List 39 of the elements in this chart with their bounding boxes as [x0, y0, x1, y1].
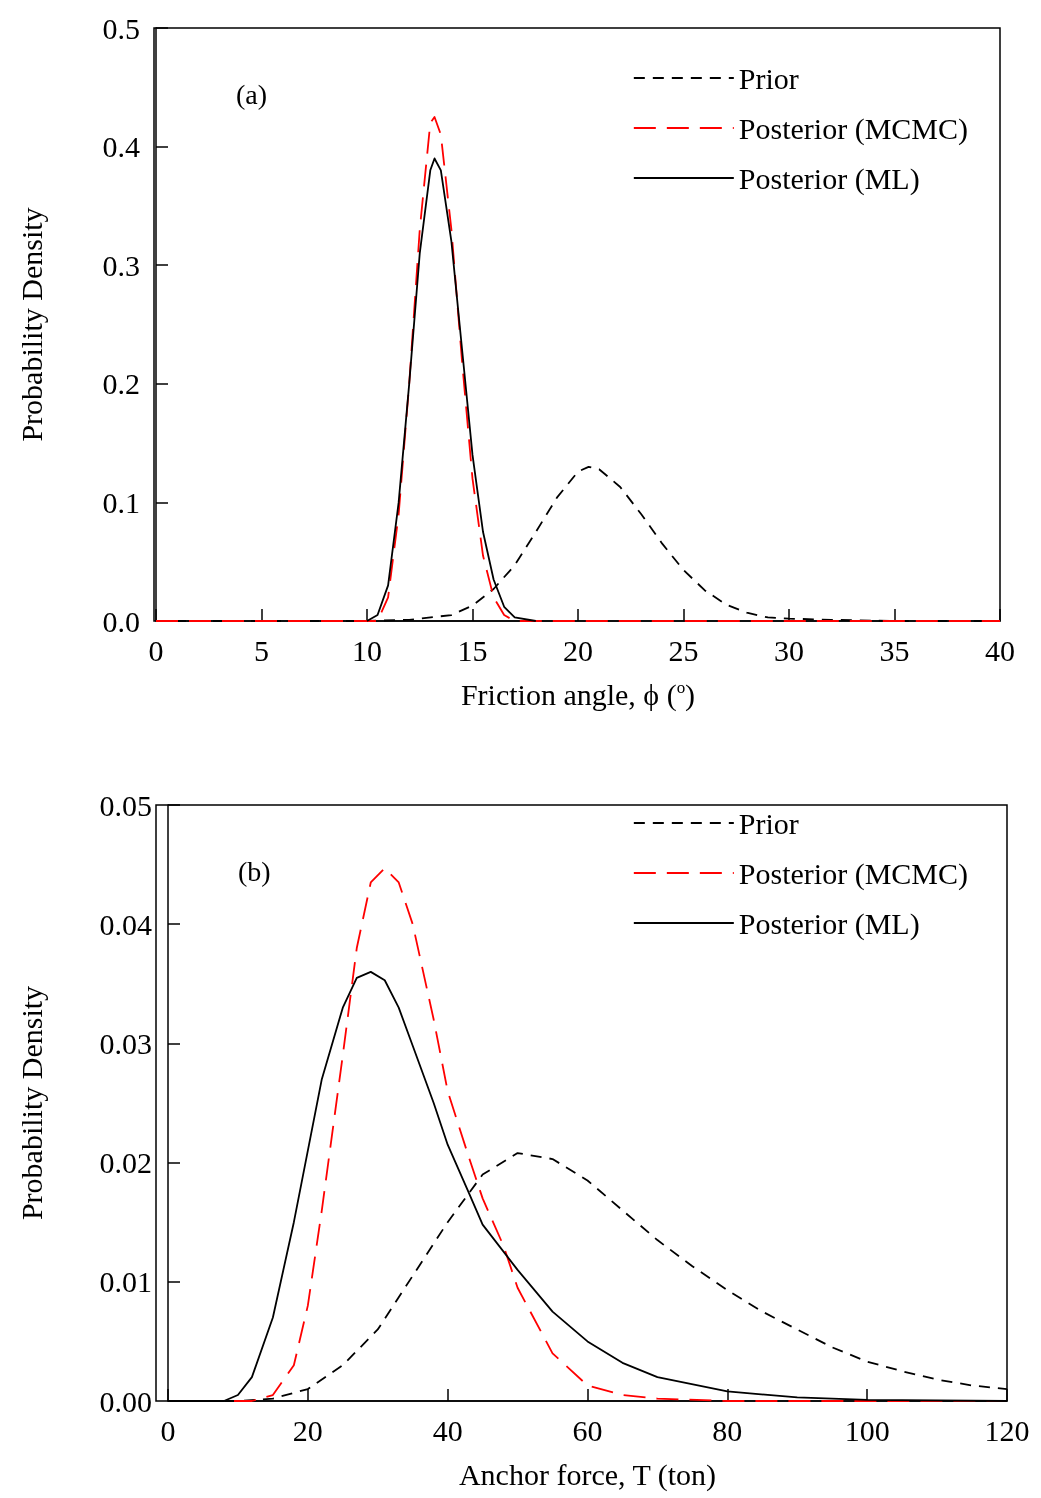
annotation: (a)	[236, 78, 268, 110]
y-axis-title: Probability Density	[14, 985, 48, 1221]
y-tick-label: 0.01	[99, 1265, 152, 1299]
y-tick-label: 0.5	[102, 11, 140, 45]
x-tick-label: 60	[572, 1413, 603, 1447]
y-tick-label: 0.05	[99, 788, 152, 822]
y-tick-label: 0.02	[99, 1146, 152, 1180]
x-tick-label: 40	[432, 1413, 463, 1447]
legend-label: Posterior (ML)	[738, 161, 920, 196]
x-tick-label: 25	[668, 633, 699, 667]
y-tick-label: 0.03	[99, 1026, 152, 1060]
x-tick-label: 120	[984, 1413, 1030, 1447]
x-axis-title: Anchor force, T (ton)	[458, 1457, 717, 1492]
legend-label: Posterior (ML)	[738, 906, 920, 941]
legend-label: Posterior (MCMC)	[738, 856, 969, 891]
annotation: (b)	[238, 855, 271, 887]
y-tick-label: 0.04	[99, 907, 152, 941]
x-tick-label: 80	[712, 1413, 743, 1447]
y-tick-label: 0.3	[102, 248, 140, 282]
x-tick-label: 30	[774, 633, 804, 667]
x-tick-label: 20	[563, 633, 593, 667]
y-tick-label: 0.00	[99, 1384, 152, 1418]
x-tick-label: 0	[148, 633, 164, 667]
x-tick-label: 40	[985, 633, 1015, 667]
y-tick-label: 0.4	[102, 130, 140, 164]
x-tick-label: 5	[254, 633, 269, 667]
y-axis-title: Probability Density	[14, 207, 48, 442]
x-tick-label: 35	[879, 633, 910, 667]
legend-label: Posterior (MCMC)	[738, 111, 969, 146]
x-tick-label: 0	[160, 1413, 176, 1447]
x-tick-label: 20	[292, 1413, 323, 1447]
x-tick-label: 100	[844, 1413, 890, 1447]
y-tick-label: 0.2	[102, 367, 140, 401]
y-tick-label: 0.0	[102, 604, 140, 638]
legend-label: Prior	[738, 806, 799, 840]
legend-label: Prior	[738, 61, 799, 95]
x-tick-label: 15	[457, 633, 488, 667]
x-tick-label: 10	[352, 633, 382, 667]
y-tick-label: 0.1	[102, 485, 140, 519]
